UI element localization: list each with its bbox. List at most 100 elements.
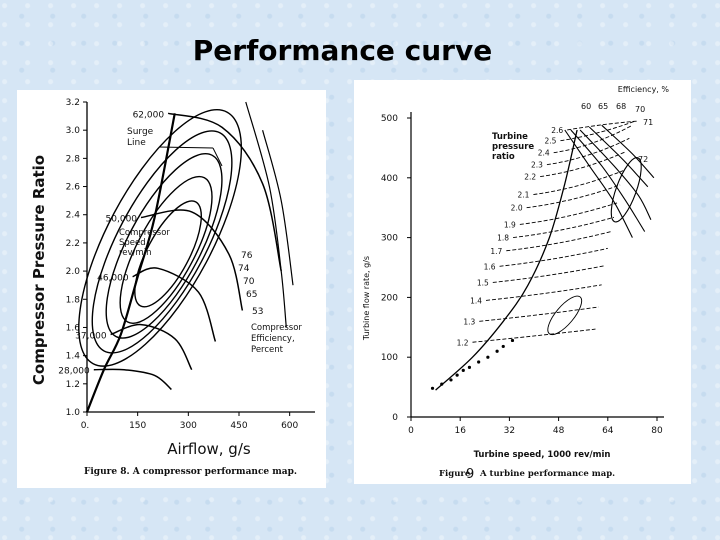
compressor-y-tick-label: 2.8 bbox=[66, 154, 81, 164]
pressure-ratio-label: 2.3 bbox=[531, 161, 543, 170]
turbine-map-chart: 0 100 200 300 400 500 0 16 32 48 64 80 60 65 68 70 71 7… bbox=[362, 85, 669, 482]
pressure-ratio-line-2.5 bbox=[560, 120, 636, 142]
speed-line-50000 bbox=[140, 209, 244, 311]
turbine-figure-label: Figure bbox=[439, 469, 471, 479]
turbine-y-tick-label: 100 bbox=[381, 353, 398, 363]
efficiency-contour-53 bbox=[134, 200, 203, 308]
compressor-y-tick-label: 2.0 bbox=[66, 267, 81, 277]
pressure-ratio-label: 1.2 bbox=[457, 338, 469, 347]
turbine-efficiency-contour-70 bbox=[588, 126, 649, 188]
turbine-data-point bbox=[461, 368, 465, 372]
pressure-ratio-label: 1.5 bbox=[477, 278, 489, 287]
turbine-x-tick-label: 16 bbox=[454, 426, 466, 436]
choke-line bbox=[262, 130, 294, 286]
pressure-ratio-line-1.3 bbox=[479, 306, 599, 322]
speed-line-label: 50,000 bbox=[106, 215, 138, 225]
turbine-y-tick-label: 400 bbox=[381, 174, 398, 184]
turbine-y-tick-label: 500 bbox=[381, 114, 398, 124]
compressor-map-chart: 1.0 1.2 1.4 1.6 1.8 2.0 2.2 2.4 2.6 2.8 3.0 3.2 0. 1… bbox=[30, 98, 315, 477]
turbine-efficiency-contour-72 bbox=[610, 157, 642, 223]
efficiency-contour-76 bbox=[78, 109, 243, 367]
compressor-y-tick-label: 1.6 bbox=[66, 323, 81, 333]
pressure-ratio-line-2.6 bbox=[567, 120, 639, 131]
compressor-y-tick-label: 2.2 bbox=[66, 239, 80, 249]
compressor-x-tick-label: 450 bbox=[230, 421, 247, 431]
efficiency-contour-74 bbox=[91, 130, 233, 354]
speed-line-28000 bbox=[93, 368, 172, 391]
pressure-ratio-label: 2.4 bbox=[538, 149, 550, 158]
speed-line-label: 46,000 bbox=[97, 274, 129, 284]
turbine-efficiency-contour-68 bbox=[579, 129, 652, 220]
pressure-ratio-label: 1.4 bbox=[470, 296, 482, 305]
compressor-y-tick-label: 1.8 bbox=[66, 295, 81, 305]
efficiency-contour-label: 53 bbox=[252, 307, 263, 317]
turbine-data-point bbox=[455, 373, 459, 377]
turbine-efficiency-contour-71 bbox=[601, 124, 655, 179]
pressure-ratio-line-1.2 bbox=[472, 328, 596, 343]
compressor-map-panel: 1.0 1.2 1.4 1.6 1.8 2.0 2.2 2.4 2.6 2.8 3.0 3.2 0. 1… bbox=[17, 90, 326, 488]
compressor-efficiency-annotation: Compressor Efficiency, Percent bbox=[251, 323, 302, 355]
pressure-ratio-label: 1.8 bbox=[497, 234, 509, 243]
turbine-data-point bbox=[467, 365, 472, 369]
turbine-x-tick-label: 32 bbox=[504, 426, 515, 436]
compressor-x-label: Airflow, g/s bbox=[167, 440, 251, 458]
compressor-y-tick-label: 1.2 bbox=[66, 380, 80, 390]
pressure-ratio-label: 1.9 bbox=[504, 220, 516, 229]
efficiency-contour-65 bbox=[119, 175, 213, 324]
pressure-ratio-line-1.7 bbox=[506, 231, 611, 252]
turbine-data-point bbox=[449, 378, 453, 382]
turbine-x-label: Turbine speed, 1000 rev/min bbox=[474, 450, 611, 460]
compressor-y-tick-label: 3.2 bbox=[66, 98, 80, 108]
efficiency-contour-label: 65 bbox=[246, 290, 257, 300]
surge-line-annotation: Surge Line bbox=[127, 127, 154, 148]
turbine-efficiency-label: 72 bbox=[638, 155, 648, 164]
compressor-y-tick-label: 2.4 bbox=[66, 211, 81, 221]
speed-line-label: 37,000 bbox=[75, 332, 107, 342]
turbine-data-point bbox=[477, 360, 481, 364]
pressure-ratio-line-2.0 bbox=[526, 184, 621, 209]
turbine-x-tick-label: 64 bbox=[602, 426, 614, 436]
pressure-ratio-line-1.5 bbox=[492, 265, 605, 283]
pressure-ratio-line-2.1 bbox=[533, 170, 624, 195]
turbine-operating-boundary bbox=[435, 129, 578, 391]
turbine-efficiency-label: 70 bbox=[635, 105, 645, 114]
pressure-ratio-line-2.2 bbox=[540, 151, 627, 178]
turbine-efficiency-label: 60 bbox=[581, 102, 591, 111]
compressor-x-tick-label: 150 bbox=[129, 421, 146, 431]
turbine-x-tick-label: 80 bbox=[651, 426, 663, 436]
pressure-ratio-line-2.3 bbox=[546, 137, 630, 166]
turbine-efficiency-label: 65 bbox=[598, 102, 608, 111]
pressure-ratio-label: 2.5 bbox=[545, 137, 557, 146]
turbine-data-point bbox=[430, 386, 435, 390]
pressure-ratio-line-1.9 bbox=[519, 202, 618, 225]
turbine-data-point bbox=[495, 349, 499, 353]
compressor-y-label: Compressor Pressure Ratio bbox=[30, 155, 48, 385]
turbine-inner-contour bbox=[547, 295, 583, 336]
turbine-y-label: Turbine flow rate, g/s bbox=[362, 256, 371, 341]
surge-line bbox=[85, 113, 176, 413]
pressure-ratio-line-2.4 bbox=[553, 124, 633, 154]
pressure-ratio-label: 1.3 bbox=[463, 317, 475, 326]
pressure-ratio-label: 1.6 bbox=[484, 262, 496, 271]
pressure-ratio-label: 2.0 bbox=[511, 204, 523, 213]
efficiency-contour-70 bbox=[105, 153, 223, 339]
slide-title: Performance curve bbox=[192, 34, 493, 67]
turbine-y-tick-label: 300 bbox=[381, 234, 398, 244]
compressor-y-tick-label: 2.6 bbox=[66, 183, 81, 193]
speed-line-62000 bbox=[167, 112, 282, 272]
compressor-speed-annotation: Compressor Speed, rev/min bbox=[119, 228, 170, 258]
surge-annotation-arrow bbox=[158, 146, 214, 149]
turbine-efficiency-contour-65 bbox=[570, 129, 646, 232]
turbine-efficiency-label: 71 bbox=[643, 118, 653, 127]
pressure-ratio-line-1.8 bbox=[513, 216, 615, 239]
compressor-x-tick-label: 0. bbox=[81, 421, 90, 431]
turbine-figure-number: 9 bbox=[466, 467, 474, 482]
turbine-x-tick-label: 0 bbox=[408, 426, 414, 436]
pressure-ratio-label: 1.7 bbox=[490, 247, 502, 256]
pressure-ratio-line-1.6 bbox=[499, 247, 608, 267]
compressor-x-tick-label: 300 bbox=[180, 421, 197, 431]
efficiency-contour-label: 74 bbox=[238, 264, 250, 274]
turbine-data-point bbox=[486, 355, 490, 359]
compressor-y-tick-label: 1.0 bbox=[66, 408, 81, 418]
speed-line-label: 62,000 bbox=[133, 110, 165, 120]
